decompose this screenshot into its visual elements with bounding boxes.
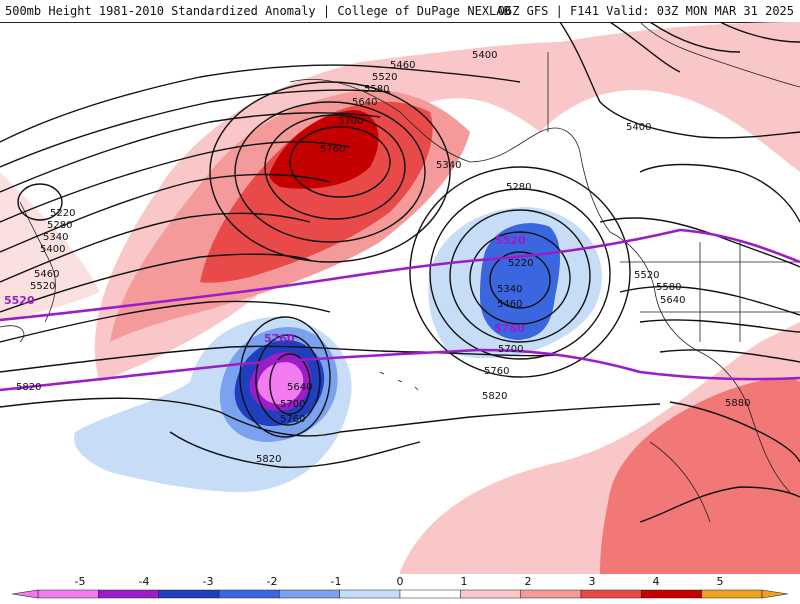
colorbar-swatch	[339, 589, 401, 599]
colorbar-tick-label: -4	[139, 575, 150, 588]
title-bar: 500mb Height 1981-2010 Standardized Anom…	[0, 0, 800, 23]
colorbar-legend: -5 -4 -3 -2 -1 0 1 2 3 4 5	[0, 574, 800, 600]
colorbar-swatch	[279, 589, 340, 599]
contour-label: 5760	[320, 144, 345, 155]
contour-label: 5220	[508, 258, 533, 269]
contour-label: 5460	[34, 269, 59, 280]
contour-label: 5520	[30, 281, 55, 292]
contour-label: 5280	[47, 220, 72, 231]
colorbar-tick-label: -2	[267, 575, 278, 588]
highlight-contour-label: 5520	[4, 294, 35, 307]
contour-label: 5580	[364, 84, 389, 95]
colorbar-left-arrow	[11, 589, 39, 599]
colorbar-swatches	[37, 589, 763, 599]
contour-label: 5760	[280, 414, 305, 425]
contour-label: 5880	[725, 398, 750, 409]
colorbar-tick-label: 1	[461, 575, 468, 588]
contour-label: 5700	[280, 399, 305, 410]
colorbar-tick-label: 5	[717, 575, 724, 588]
model-valid-time: 06Z GFS | F141 Valid: 03Z MON MAR 31 202…	[497, 4, 794, 18]
colorbar-swatch	[37, 589, 99, 599]
colorbar-swatch	[218, 589, 280, 599]
contour-label: 5820	[482, 391, 507, 402]
contour-label: 5640	[287, 382, 312, 393]
colorbar-swatch	[580, 589, 642, 599]
highlight-contour-label: 5760	[264, 332, 295, 345]
contour-label: 5280	[506, 182, 531, 193]
coastlines	[0, 22, 800, 523]
colorbar-swatch	[158, 589, 220, 599]
colorbar-tick-label: 0	[397, 575, 404, 588]
colorbar-right-arrow	[761, 589, 789, 599]
contour-label: 5220	[50, 208, 75, 219]
contour-label: 5820	[256, 454, 281, 465]
anomaly-shading	[0, 22, 800, 574]
highlight-contours	[0, 228, 800, 392]
contour-label: 5400	[40, 244, 65, 255]
colorbar-tick-labels: -5 -4 -3 -2 -1 0 1 2 3 4 5	[75, 575, 724, 588]
contour-label: 5700	[498, 344, 523, 355]
contour-label: 5820	[16, 382, 41, 393]
colorbar-tick-label: -5	[75, 575, 86, 588]
contour-label: 5400	[472, 50, 497, 61]
colorbar-tick-label: -1	[331, 575, 342, 588]
colorbar-swatch	[399, 589, 461, 599]
colorbar-swatch	[460, 589, 521, 599]
colorbar-tick-label: 4	[653, 575, 660, 588]
colorbar-swatch	[641, 589, 702, 599]
colorbar-tick-label: 3	[589, 575, 596, 588]
contour-label: 5340	[497, 284, 522, 295]
height-contours	[0, 22, 800, 523]
contour-label: 5520	[372, 72, 397, 83]
colorbar-swatch	[98, 589, 159, 599]
contour-label: 5520	[634, 270, 659, 281]
highlight-contour-labels: 5520 5520 5760 5760	[4, 234, 526, 345]
colorbar-tick-label: -3	[203, 575, 214, 588]
contour-label: 5460	[497, 299, 522, 310]
contour-label: 5640	[352, 97, 377, 108]
map-title: 500mb Height 1981-2010 Standardized Anom…	[5, 4, 511, 18]
contour-label: 5340	[436, 160, 461, 171]
contour-label: 5340	[43, 232, 68, 243]
contour-label: 5460	[390, 60, 415, 71]
contour-labels: 5460 5520 5580 5640 5700 5760 5400 5400 …	[16, 50, 750, 465]
contour-label: 5700	[338, 116, 363, 127]
anomaly-map: 5460 5520 5580 5640 5700 5760 5400 5400 …	[0, 22, 800, 574]
highlight-contour-label: 5760	[494, 322, 525, 335]
colorbar-swatch	[520, 589, 582, 599]
contour-label: 5580	[656, 282, 681, 293]
contour-label: 5640	[660, 295, 685, 306]
colorbar-swatch	[701, 589, 763, 599]
contour-label: 5760	[484, 366, 509, 377]
colorbar-tick-label: 2	[525, 575, 532, 588]
contour-label: 5400	[626, 122, 651, 133]
highlight-contour-label: 5520	[495, 234, 526, 247]
